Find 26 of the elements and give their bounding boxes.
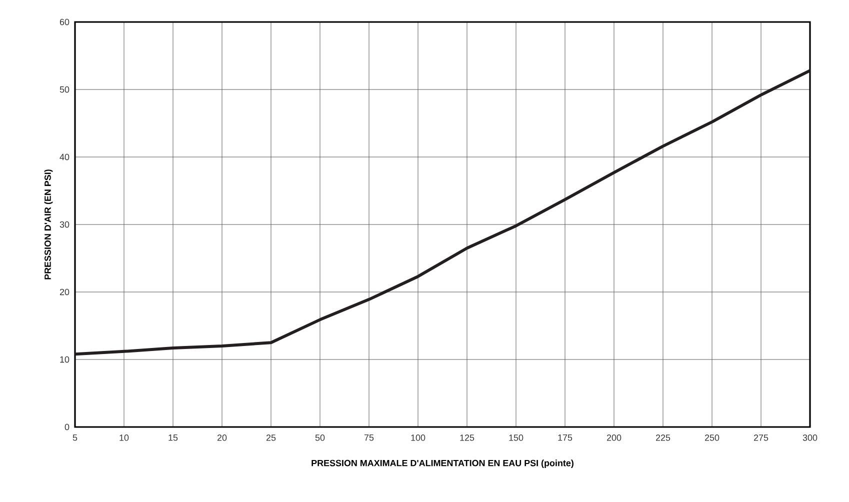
x-tick-label: 100 [411, 434, 426, 441]
x-tick-label: 300 [802, 434, 818, 441]
x-tick-label: 15 [168, 434, 178, 441]
y-tick-label: 10 [60, 356, 70, 363]
x-axis-title: PRESSION MAXIMALE D'ALIMENTATION EN EAU PSI (pointe) [312, 460, 574, 468]
x-tick-label: 50 [315, 434, 325, 441]
x-tick-label: 250 [704, 434, 720, 441]
y-axis-title: PRESSION D'AIR (EN PSI) [44, 170, 53, 280]
y-tick-label: 40 [60, 154, 70, 160]
y-tick-label: 20 [60, 288, 70, 296]
x-tick-label: 175 [558, 434, 572, 441]
x-tick-label: 200 [606, 434, 622, 441]
x-tick-label: 125 [460, 434, 474, 441]
y-tick-label: 60 [60, 18, 70, 26]
x-tick-label: 275 [754, 434, 768, 441]
x-tick-label: 5 [72, 434, 78, 441]
y-tick-label: 50 [60, 86, 70, 93]
line-series [75, 69, 810, 356]
x-tick-label: 25 [266, 434, 276, 441]
x-tick-label: 20 [217, 434, 227, 441]
x-tick-label: 225 [656, 434, 670, 441]
x-tick-label: 75 [364, 434, 374, 441]
x-tick-label: 150 [509, 434, 524, 441]
x-tick-label: 10 [120, 434, 129, 441]
y-tick-label: 30 [60, 221, 70, 228]
y-tick-label: 0 [64, 424, 70, 430]
